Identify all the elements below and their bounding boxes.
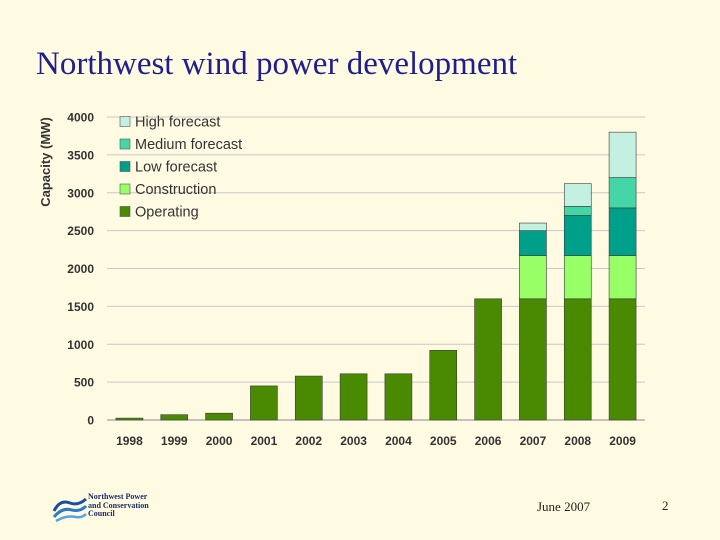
x-tick-label: 2005 [430, 434, 457, 448]
y-axis-label: Capacity (MW) [38, 117, 53, 207]
x-tick-labels: 1998 1999 2000 2001 2002 2003 2004 2005 2006 2007… [116, 434, 636, 448]
x-tick-label: 2006 [475, 434, 502, 448]
bars [115, 131, 637, 421]
bar-segment-operating [429, 350, 458, 421]
bar-segment-construction [608, 255, 637, 300]
bar-segment-high-forecast [519, 222, 547, 231]
bar-segment-operating [250, 385, 278, 421]
bar-segment-medium-forecast [608, 177, 637, 209]
gridlines [107, 116, 645, 421]
x-tick-label: 2000 [206, 434, 233, 448]
bar-segment-low-forecast [519, 230, 547, 256]
legend-swatch [119, 183, 131, 195]
x-tick-label: 2007 [520, 434, 547, 448]
slide-title: Northwest wind power development [36, 46, 518, 82]
x-tick-label: 2003 [340, 434, 367, 448]
council-logo: Northwest Power and Conservation Council [52, 492, 152, 523]
y-tick-label: 500 [74, 376, 94, 390]
legend-swatch [119, 138, 131, 150]
bar-segment-operating [115, 417, 144, 421]
legend-label: Construction [135, 182, 216, 198]
bar-segment-construction [519, 255, 547, 300]
page-number: 2 [662, 498, 669, 513]
bar-segment-operating [205, 412, 233, 421]
y-tick-label: 1500 [67, 300, 94, 314]
bar-segment-high-forecast [608, 131, 637, 178]
bar-segment-operating [608, 298, 637, 421]
bar-segment-operating [519, 298, 547, 421]
bar-segment-operating [563, 298, 592, 421]
legend-label: High forecast [135, 115, 220, 131]
footer-date: June 2007 [537, 499, 591, 514]
x-tick-label: 2009 [609, 434, 636, 448]
x-tick-label: 1999 [161, 434, 188, 448]
legend-label: Medium forecast [135, 137, 242, 153]
x-tick-label: 2002 [295, 434, 322, 448]
legend-label: Low forecast [135, 160, 217, 176]
bar-segment-high-forecast [563, 183, 592, 207]
bar-segment-operating [474, 298, 502, 421]
bar-segment-operating [384, 373, 413, 421]
y-tick-label: 3000 [67, 186, 94, 200]
x-tick-label: 1998 [116, 434, 143, 448]
y-tick-label: 2000 [67, 262, 94, 276]
bar-segment-operating [294, 375, 323, 421]
x-tick-label: 2004 [385, 434, 412, 448]
y-tick-label: 0 [87, 414, 94, 428]
bar-segment-medium-forecast [563, 206, 592, 216]
bar-segment-low-forecast [563, 215, 592, 256]
logo-text: Northwest Power and Conservation Council [88, 492, 149, 518]
x-tick-label: 2008 [564, 434, 591, 448]
bar-segment-construction [563, 255, 592, 300]
bar-segment-operating [339, 373, 368, 421]
legend-swatch [119, 161, 131, 172]
y-tick-label: 4000 [67, 111, 94, 125]
legend-swatch [119, 116, 131, 127]
y-tick-labels: 0 500 1000 1500 2000 2500 3000 3500 4000 [67, 111, 94, 428]
bar-segment-low-forecast [608, 207, 637, 256]
y-tick-label: 2500 [67, 224, 94, 238]
bar-segment-operating [160, 414, 189, 421]
legend-label: Operating [135, 205, 199, 221]
x-tick-label: 2001 [251, 434, 278, 448]
y-tick-label: 1000 [67, 338, 94, 352]
legend-swatch [119, 206, 131, 217]
y-tick-label: 3500 [67, 148, 94, 162]
legend: High forecast Medium forecast Low forecast… [119, 115, 242, 221]
wave-logo-icon [52, 497, 88, 523]
